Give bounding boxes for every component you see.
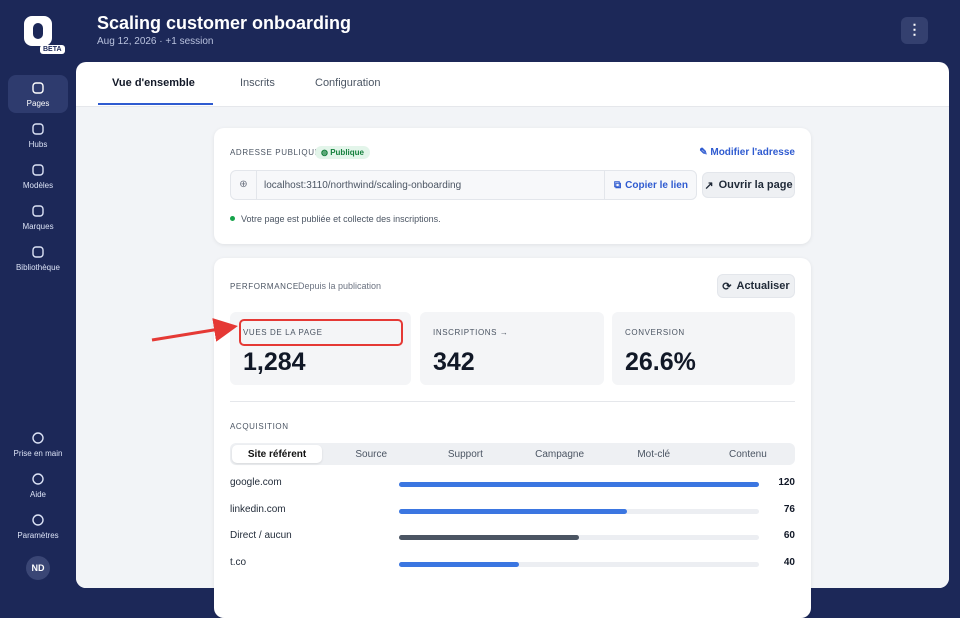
stat-value: 1,284 <box>243 348 306 376</box>
active-tab-indicator <box>98 103 213 105</box>
source-value: 120 <box>778 477 795 488</box>
page-title: Scaling customer onboarding <box>97 13 352 33</box>
nav-item[interactable]: Marques <box>8 198 68 236</box>
open-button[interactable]: ↗ Ouvrir la page <box>702 172 795 198</box>
stat-card: CONVERSION 26.6% <box>612 312 795 385</box>
divider <box>230 401 795 402</box>
nav-item[interactable]: Modèles <box>8 157 68 195</box>
tab[interactable]: Inscrits <box>240 77 275 89</box>
period: Depuis la publication <box>298 281 382 291</box>
page: BETA Pages Hubs Modèles Marques Bibliothèque… <box>8 13 949 618</box>
nav-item[interactable]: Aide <box>8 466 68 504</box>
status-dot <box>230 216 235 221</box>
annotation <box>151 318 403 346</box>
url-text: localhost:3110/northwind/scaling-onboard… <box>264 180 462 191</box>
stat-card: VUES DE LA PAGE 1,284 <box>230 312 411 385</box>
source-name: t.co <box>230 557 247 569</box>
stat-label: CONVERSION <box>625 328 685 337</box>
nav-item[interactable]: Pages <box>8 75 68 113</box>
open-text: Ouvrir la page <box>718 179 793 191</box>
nav-item[interactable]: Hubs <box>8 116 68 154</box>
tab[interactable]: Vue d'ensemble <box>112 77 195 89</box>
nav-item[interactable]: Prise en main <box>8 425 68 463</box>
acquisition-tab[interactable]: Site référent <box>232 445 323 463</box>
public-address-card: ADRESSE PUBLIQUE ◍ Publique ✎ Modifier l… <box>214 128 811 244</box>
stat-value: 342 <box>433 348 475 376</box>
stat-label: INSCRIPTIONS → <box>433 328 509 337</box>
edit-link[interactable]: ✎ Modifier l'adresse <box>699 147 795 158</box>
acquisition-tabs: Site référent Source Support Campagne Mot-cl… <box>230 443 795 465</box>
highlight-arrow <box>151 318 238 342</box>
section-label: PERFORMANCE <box>230 282 299 291</box>
highlight-box <box>239 319 403 346</box>
bar-track <box>399 562 759 568</box>
section-label: ADRESSE PUBLIQUE <box>230 148 321 157</box>
bar-track <box>399 535 759 541</box>
nav-item[interactable]: Paramètres <box>8 507 68 545</box>
bar <box>399 508 627 514</box>
url-field: ⊕ localhost:3110/northwind/scaling-onboa… <box>230 170 697 200</box>
acquisition-tab[interactable]: Source <box>355 448 388 460</box>
logo[interactable] <box>24 16 52 46</box>
more-menu[interactable]: ⋮ <box>901 17 928 44</box>
refresh-button[interactable]: ⟳ Actualiser <box>717 274 795 298</box>
source-name: google.com <box>230 477 282 488</box>
tab[interactable]: Configuration <box>315 77 381 89</box>
stat-card[interactable]: INSCRIPTIONS → 342 <box>420 312 604 385</box>
stat-value: 26.6% <box>625 348 696 376</box>
bar <box>399 535 579 541</box>
source-value: 60 <box>783 530 795 542</box>
avatar[interactable]: ND <box>26 556 50 580</box>
bar <box>399 482 759 487</box>
source-name: Direct / aucun <box>230 530 292 542</box>
page-subtitle: Aug 12, 2026 · +1 session <box>97 36 214 47</box>
badge-text: Publique <box>330 148 364 157</box>
acquisition-tab[interactable]: Support <box>447 448 483 460</box>
acquisition-tab[interactable]: Mot-clé <box>637 448 671 460</box>
source-value: 76 <box>783 503 795 515</box>
status-text: Votre page est publiée et collecte des i… <box>241 214 441 224</box>
status-badge: ◍ Publique <box>315 146 370 159</box>
nav-item[interactable]: Bibliothèque <box>8 239 68 277</box>
copy-text: Copier le lien <box>625 179 688 191</box>
performance-card: PERFORMANCE Depuis la publication ⟳ Actu… <box>214 258 811 618</box>
refresh-text: Actualiser <box>736 280 790 292</box>
source-name: linkedin.com <box>230 503 286 515</box>
acquisition-tab[interactable]: Contenu <box>729 448 767 460</box>
stat-label: VUES DE LA PAGE <box>243 328 323 337</box>
bar <box>399 562 519 568</box>
section-label: ACQUISITION <box>230 422 289 431</box>
edit-text: Modifier l'adresse <box>710 147 795 158</box>
copy-button[interactable]: ⧉ Copier le lien <box>604 171 697 199</box>
acquisition-tab[interactable]: Campagne <box>535 448 585 460</box>
source-value: 40 <box>783 557 795 569</box>
beta-badge: BETA <box>40 45 65 54</box>
